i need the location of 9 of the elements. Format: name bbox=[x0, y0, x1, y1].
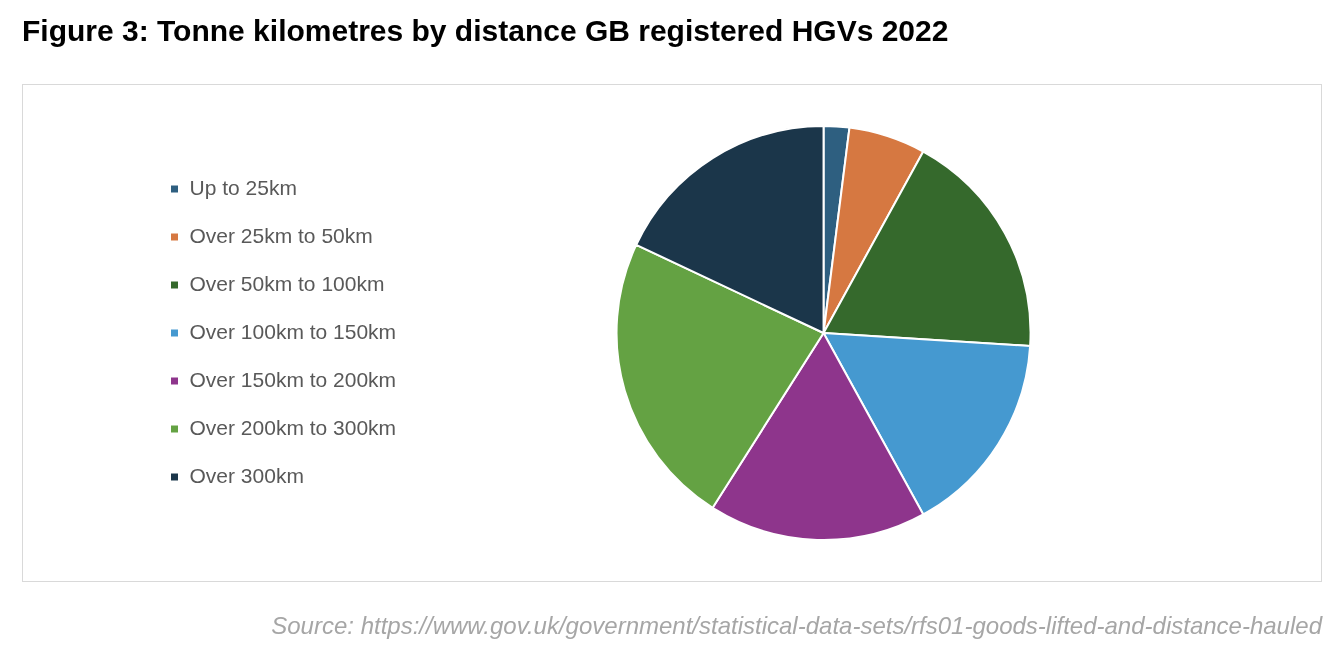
legend-label: Up to 25km bbox=[189, 175, 297, 199]
source-note: Source: https://www.gov.uk/government/statistical-data-sets/rfs01-goods-lifted-and-distance-hauled bbox=[271, 612, 1322, 640]
legend-label: Over 200km to 300km bbox=[189, 415, 397, 439]
chart-title: Figure 3: Tonne kilometres by distance GB registered HGVs 2022 bbox=[22, 14, 949, 48]
legend-label: Over 50km to 100km bbox=[189, 271, 385, 295]
legend-label: Over 150km to 200km bbox=[189, 367, 397, 391]
legend-label: Over 100km to 150km bbox=[189, 319, 397, 343]
legend-label: Over 300km bbox=[189, 463, 304, 487]
legend-label: Over 25km to 50km bbox=[189, 223, 373, 247]
